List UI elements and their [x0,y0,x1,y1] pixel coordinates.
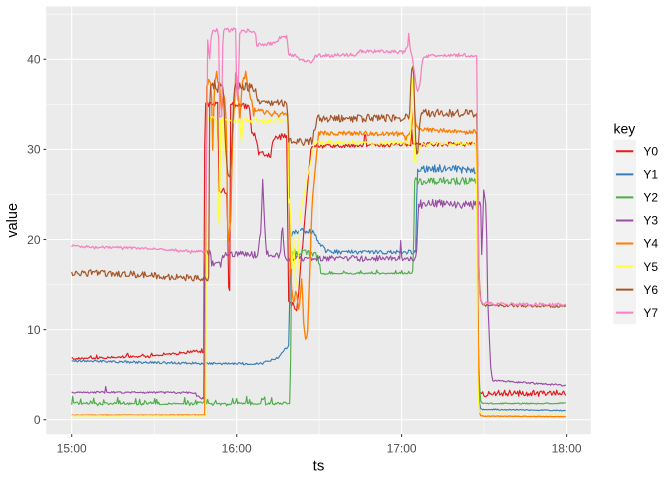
svg-text:ts: ts [313,458,325,475]
svg-text:Y2: Y2 [643,191,658,205]
svg-text:key: key [614,121,636,137]
svg-text:17:00: 17:00 [387,442,417,456]
svg-text:16:00: 16:00 [222,442,252,456]
svg-text:Y4: Y4 [643,237,658,251]
svg-text:Y0: Y0 [643,145,658,159]
svg-text:10: 10 [27,323,41,337]
svg-text:Y5: Y5 [643,260,658,274]
svg-text:30: 30 [27,143,41,157]
svg-text:value: value [5,203,21,238]
svg-text:15:00: 15:00 [57,442,87,456]
svg-text:18:00: 18:00 [552,442,582,456]
svg-text:Y1: Y1 [643,168,658,182]
svg-text:Y3: Y3 [643,214,658,228]
svg-text:Y6: Y6 [643,283,658,297]
svg-text:Y7: Y7 [643,306,658,320]
svg-text:20: 20 [27,233,41,247]
svg-text:0: 0 [34,413,41,427]
svg-text:40: 40 [27,53,41,67]
